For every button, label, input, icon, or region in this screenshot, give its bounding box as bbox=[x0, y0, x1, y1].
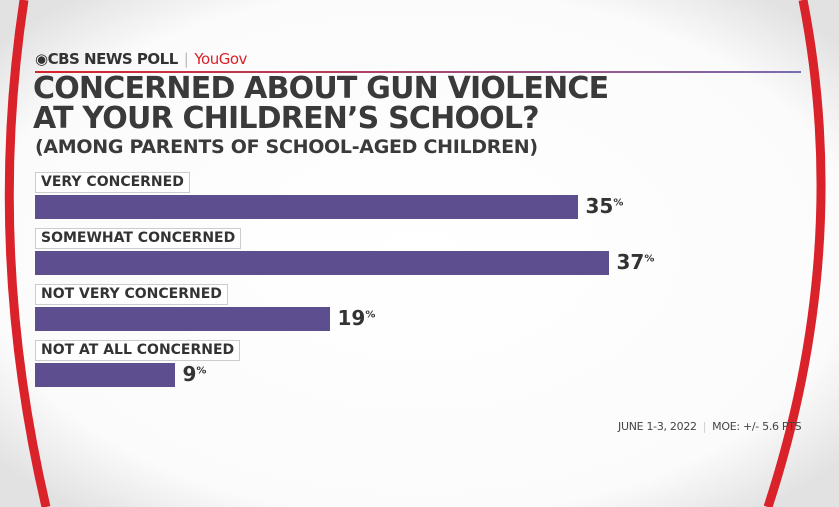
category-label: SOMEWHAT CONCERNED bbox=[35, 228, 242, 249]
bar bbox=[35, 251, 609, 275]
margin-of-error: MOE: +/- 5.6 PTS bbox=[712, 420, 802, 433]
red-ring-right bbox=[763, 0, 826, 507]
brand-header: ◉CBS NEWS POLL | YouGov bbox=[35, 50, 247, 68]
value-label: 9% bbox=[183, 362, 207, 386]
value-number: 19 bbox=[337, 306, 366, 330]
value-label: 19% bbox=[338, 306, 376, 330]
bar bbox=[35, 307, 330, 331]
chart-subtitle: (AMONG PARENTS OF SCHOOL-AGED CHILDREN) bbox=[35, 136, 538, 158]
value-unit: % bbox=[196, 365, 207, 377]
value-unit: % bbox=[644, 253, 655, 265]
footer: JUNE 1-3, 2022 | MOE: +/- 5.6 PTS bbox=[618, 420, 802, 433]
cbs-eye-icon: ◉ bbox=[35, 50, 48, 68]
value-unit: % bbox=[613, 197, 624, 209]
title-line-2: AT YOUR CHILDREN’S SCHOOL? bbox=[33, 101, 540, 136]
value-unit: % bbox=[365, 309, 376, 321]
bar bbox=[35, 195, 578, 219]
category-label: NOT VERY CONCERNED bbox=[35, 284, 228, 305]
value-number: 9 bbox=[182, 362, 197, 386]
brand-name: CBS NEWS POLL bbox=[47, 50, 179, 68]
header-rule bbox=[35, 71, 801, 73]
value-number: 35 bbox=[585, 194, 614, 218]
category-label: VERY CONCERNED bbox=[35, 172, 190, 193]
title-line-1: CONCERNED ABOUT GUN VIOLENCE bbox=[33, 71, 609, 106]
category-label: NOT AT ALL CONCERNED bbox=[35, 340, 241, 361]
value-number: 37 bbox=[616, 250, 645, 274]
value-label: 35% bbox=[586, 194, 624, 218]
red-ring-left bbox=[4, 0, 51, 507]
bar bbox=[35, 363, 175, 387]
chart-title: CONCERNED ABOUT GUN VIOLENCE AT YOUR CHI… bbox=[33, 71, 609, 136]
partner-name: YouGov bbox=[194, 50, 247, 68]
poll-dates: JUNE 1-3, 2022 bbox=[618, 420, 697, 433]
value-label: 37% bbox=[617, 250, 655, 274]
